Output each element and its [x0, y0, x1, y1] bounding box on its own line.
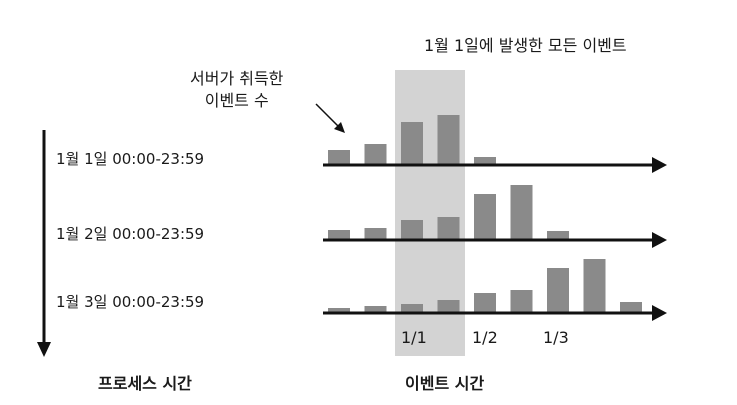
annotation-label: 서버가 취득한 이벤트 수 [190, 68, 283, 112]
annotation-line-2: 이벤트 수 [204, 91, 269, 110]
event-time-arrowhead [652, 305, 667, 321]
event-count-bar [364, 228, 387, 240]
event-time-title: 이벤트 시간 [405, 374, 485, 393]
tick-label-jan2: 1/2 [472, 328, 498, 347]
event-count-bar [437, 217, 460, 240]
event-count-bar [547, 231, 569, 240]
row-label-jan3: 1월 3일 00:00-23:59 [56, 293, 205, 311]
event-count-bar [401, 122, 423, 165]
event-time-arrowhead [652, 157, 667, 173]
annotation-pointer-arrow [315, 103, 345, 133]
event-count-bar [328, 308, 350, 313]
event-count-bar [437, 115, 460, 165]
process-time-title: 프로세스 시간 [98, 374, 192, 393]
event-count-bar [328, 150, 350, 165]
event-time-arrowhead [652, 232, 667, 248]
event-count-bar [437, 300, 460, 313]
diagram-title: 1월 1일에 발생한 모든 이벤트 [424, 36, 627, 55]
event-count-bar [474, 293, 496, 313]
event-count-bar [583, 259, 606, 313]
process-time-arrow [37, 130, 51, 357]
annotation-line-1: 서버가 취득한 [190, 69, 284, 88]
tick-label-jan3: 1/3 [543, 328, 569, 347]
event-count-bar [328, 230, 350, 240]
event-count-bar [510, 185, 533, 240]
event-count-bar [364, 144, 387, 165]
event-count-bar [547, 268, 569, 313]
event-count-bar [510, 290, 533, 313]
row-label-jan2: 1월 2일 00:00-23:59 [56, 225, 205, 243]
event-count-bar [401, 304, 423, 313]
event-count-bar [474, 157, 496, 165]
event-count-bar [474, 194, 496, 240]
event-count-bar [364, 306, 387, 313]
event-count-bar [620, 302, 642, 313]
row-label-jan1: 1월 1일 00:00-23:59 [56, 150, 205, 168]
event-count-bar [401, 220, 423, 240]
tick-label-jan1: 1/1 [401, 328, 427, 347]
